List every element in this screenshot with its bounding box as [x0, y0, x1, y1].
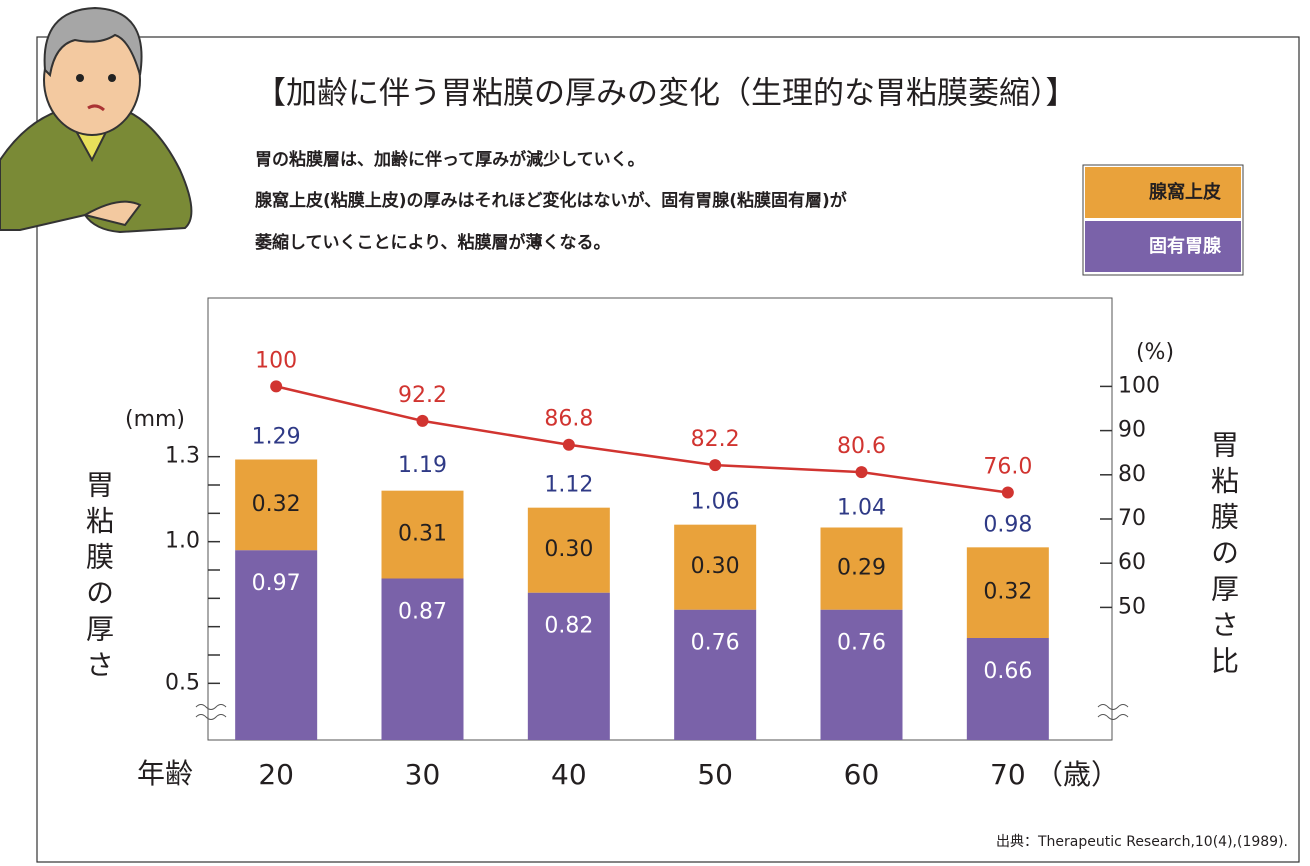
bar-segment	[527, 507, 610, 593]
y2-tick-label: 100	[1118, 373, 1160, 398]
axis-break	[1097, 704, 1129, 720]
illustration	[0, 6, 193, 234]
bar-value-label: 0.76	[691, 631, 740, 656]
bar-segment	[966, 547, 1049, 638]
bar-segment	[820, 527, 903, 610]
frame	[36, 36, 1300, 863]
bar-value-label: 0.66	[983, 659, 1032, 684]
y2-tick-label: 90	[1118, 418, 1146, 443]
bar-segment	[527, 592, 610, 740]
line-point	[709, 459, 722, 472]
x-tick-label: 20	[258, 758, 294, 791]
y-tick-label: 0.5	[165, 670, 200, 695]
bar-segment	[381, 490, 464, 579]
line-value-label: 100	[255, 348, 297, 373]
line-value-label: 82.2	[691, 427, 740, 452]
bar-segment	[381, 578, 464, 740]
x-unit: （歳）	[1035, 758, 1119, 791]
description: 萎縮していくことにより、粘膜層が薄くなる。	[255, 232, 610, 253]
description: 胃の粘膜層は、加齢に伴って厚みが減少していく。	[255, 149, 645, 170]
x-tick-label: 50	[697, 758, 733, 791]
bar-value-label: 0.30	[691, 554, 740, 579]
bar-value-label: 0.31	[398, 522, 447, 547]
y-axis-title: 胃粘膜の厚さ	[82, 470, 115, 686]
axis-break	[195, 704, 227, 720]
legend-swatch	[1085, 167, 1241, 218]
line-value-label: 86.8	[544, 407, 593, 432]
description: 腺窩上皮(粘膜上皮)の厚みはそれほど変化はないが、固有胃腺(粘膜固有層)が	[255, 190, 847, 211]
y2-tick-label: 50	[1118, 594, 1146, 619]
bar-value-label: 0.97	[252, 571, 301, 596]
line-point	[562, 438, 575, 451]
y2-tick-label: 60	[1118, 550, 1146, 575]
line-point	[270, 380, 283, 393]
chart-title: 【加齢に伴う胃粘膜の厚みの変化（生理的な胃粘膜萎縮）】	[255, 76, 1077, 112]
total-label: 1.29	[252, 425, 301, 450]
total-label: 1.19	[398, 453, 447, 478]
bar-value-label: 0.87	[398, 600, 447, 625]
bar-segment	[235, 459, 318, 551]
bar-segment	[674, 609, 757, 740]
line	[275, 385, 1009, 494]
total-label: 1.06	[691, 490, 740, 515]
bar-value-label: 0.32	[983, 580, 1032, 605]
x-tick-label: 60	[844, 758, 880, 791]
legend-label: 腺窩上皮	[1149, 181, 1221, 203]
bar-segment	[235, 550, 318, 740]
bar-value-label: 0.29	[837, 556, 886, 581]
line-point	[416, 414, 429, 427]
legend-swatch	[1085, 221, 1241, 272]
y2-tick-label: 70	[1118, 506, 1146, 531]
line-point	[855, 466, 868, 479]
line-value-label: 76.0	[983, 454, 1032, 479]
total-label: 0.98	[983, 512, 1032, 537]
x-tick-label: 70	[990, 758, 1026, 791]
y2-unit: (%)	[1136, 340, 1174, 365]
y2-axis-title: 胃粘膜の厚さ比	[1207, 430, 1240, 682]
bar-segment	[820, 609, 903, 740]
bar-value-label: 0.76	[837, 631, 886, 656]
bar-segment	[966, 638, 1049, 740]
bar-value-label: 0.32	[252, 492, 301, 517]
x-tick-label: 30	[405, 758, 441, 791]
total-label: 1.12	[544, 473, 593, 498]
bar-segment	[674, 524, 757, 610]
y-unit: (mm)	[125, 407, 185, 432]
y-tick-label: 1.3	[165, 444, 200, 469]
x-axis-title: 年齢	[137, 757, 193, 790]
x-tick-label: 40	[551, 758, 587, 791]
bar-value-label: 0.30	[544, 537, 593, 562]
line-value-label: 92.2	[398, 383, 447, 408]
bar-value-label: 0.82	[544, 614, 593, 639]
total-label: 1.04	[837, 495, 886, 520]
source: 出典：Therapeutic Research,10(4),(1989).	[996, 834, 1288, 850]
y-tick-label: 1.0	[165, 529, 200, 554]
y2-tick-label: 80	[1118, 462, 1146, 487]
line-value-label: 80.6	[837, 434, 886, 459]
line-point	[1001, 486, 1014, 499]
legend-label: 固有胃腺	[1149, 235, 1222, 257]
